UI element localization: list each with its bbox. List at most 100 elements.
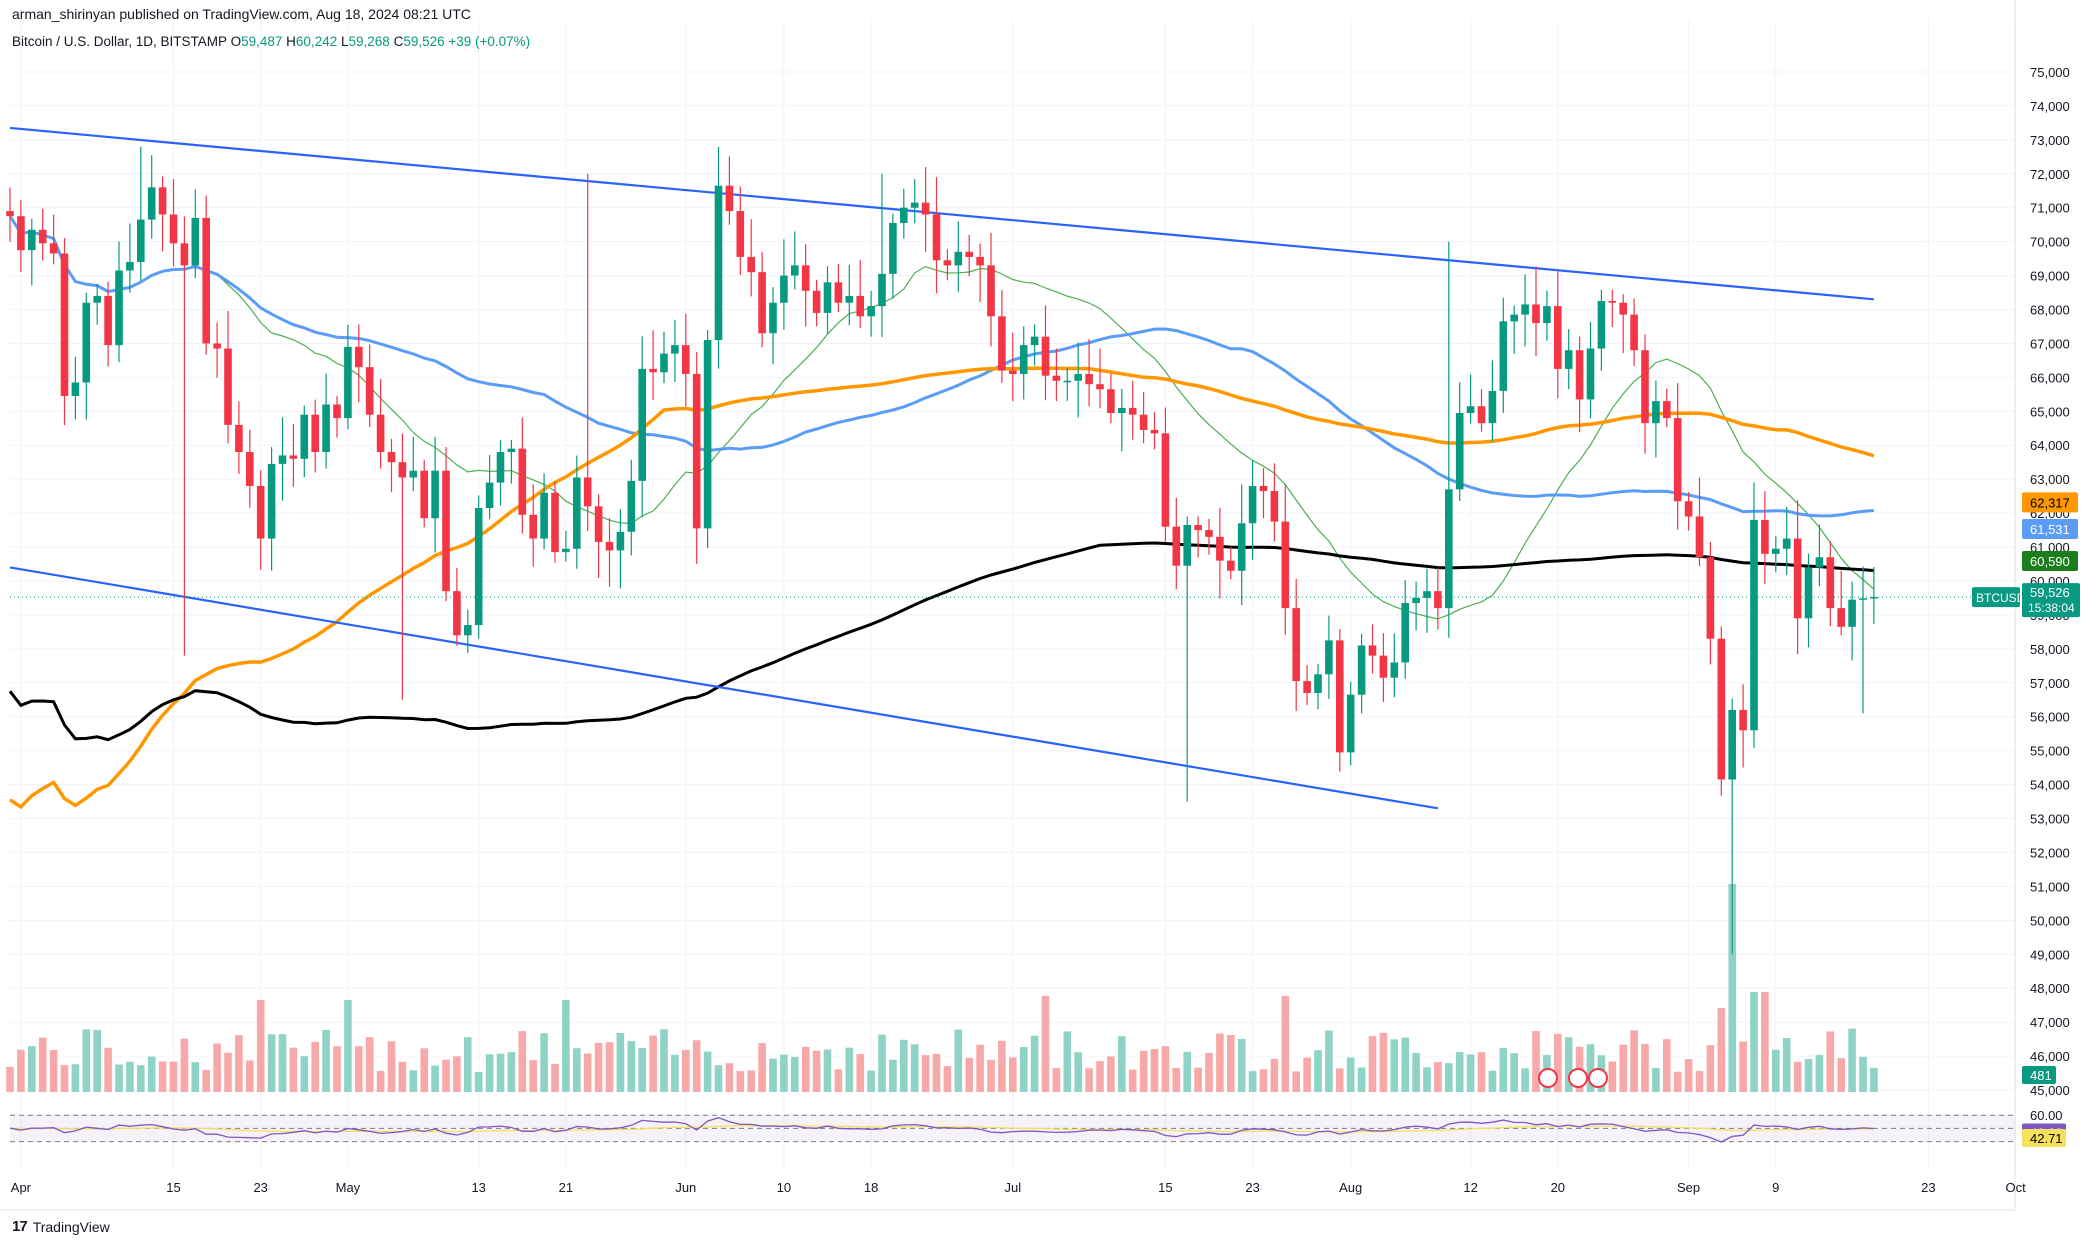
candle-body (1728, 709, 1736, 780)
candle-body (464, 625, 472, 636)
volume-bar (1673, 1071, 1682, 1092)
volume-bar (507, 1052, 516, 1092)
event-icons[interactable] (1538, 1068, 1608, 1088)
descending-channel[interactable] (9, 126, 2015, 810)
candle-body (943, 260, 952, 266)
candle-body (1325, 640, 1333, 675)
x-tick-label: Sep (1677, 1180, 1700, 1195)
moving-averages (8, 215, 1875, 810)
candle-body (409, 470, 418, 478)
volume-bar (649, 1035, 657, 1092)
candle-body (93, 295, 101, 303)
candle-body (1641, 350, 1649, 424)
volume-bar (834, 1069, 843, 1092)
volume-bar (38, 1037, 47, 1092)
legend-close-label: C (393, 34, 404, 49)
x-tick-label: 13 (471, 1180, 485, 1195)
candle-body (344, 346, 352, 419)
volume-bar (60, 1065, 69, 1092)
volume-bar (1586, 1044, 1595, 1092)
x-tick-label: May (336, 1180, 361, 1195)
ma50-price-tag-bg (2022, 519, 2078, 540)
volume-bar (420, 1048, 428, 1092)
volume-bar (1717, 1008, 1726, 1092)
candle-body (594, 506, 603, 542)
candle-body (1772, 548, 1780, 554)
volume-bar (1357, 1067, 1366, 1092)
y-tick-label: 47,000 (2030, 1015, 2070, 1030)
ma-fast-line (9, 215, 1875, 620)
volume-bar (747, 1070, 755, 1092)
ma50-price-tag: 61,531 (2030, 522, 2070, 537)
volume-bar (1128, 1069, 1137, 1092)
candle-body (1684, 501, 1693, 517)
candle-body (976, 256, 984, 266)
volume-bar (671, 1054, 679, 1092)
candle-body (867, 306, 875, 317)
lightning-icon[interactable] (1538, 1068, 1558, 1088)
volume-bar (442, 1059, 450, 1092)
rsi-ma-tag-bg (2022, 1129, 2066, 1148)
candle-body (38, 229, 47, 244)
candle-body (703, 340, 712, 529)
volume-bar (583, 1053, 592, 1092)
volume-bar (703, 1051, 712, 1092)
candle-body (1848, 599, 1856, 627)
candle-body (1804, 567, 1813, 619)
legend-change: +39 (+0.07%) (448, 34, 531, 49)
candle-body (485, 482, 494, 509)
candle-body (60, 253, 69, 397)
candle-body (1085, 373, 1093, 385)
candle-body (1041, 336, 1050, 376)
volume-bar (158, 1061, 167, 1092)
candle-body (900, 207, 908, 223)
candle-body (17, 216, 25, 251)
candle-body (1270, 491, 1279, 522)
x-tick-label: 10 (777, 1180, 791, 1195)
candle-body (1826, 557, 1835, 609)
ma100-price-tag-bg (2022, 492, 2078, 513)
candle-body (1434, 591, 1442, 609)
volume-bar (1663, 1039, 1671, 1092)
candle-body (987, 265, 995, 317)
y-tick-label: 73,000 (2030, 133, 2070, 148)
volume-bar (540, 1033, 548, 1092)
symbol-legend: Bitcoin / U.S. Dollar, 1D, BITSTAMP O59,… (12, 34, 530, 49)
candle-body (856, 295, 864, 317)
volume-bar (725, 1063, 734, 1092)
candle-body (1488, 390, 1497, 424)
volume-bar (278, 1034, 287, 1092)
candle-body (311, 414, 319, 453)
volume-bar (921, 1055, 930, 1092)
volume-bar (431, 1065, 439, 1092)
tradingview-brand[interactable]: 17 TradingView (12, 1218, 110, 1235)
candle-body (529, 514, 537, 539)
volume-bar (1107, 1056, 1115, 1092)
candle-body (1652, 401, 1660, 424)
us-flag-icon[interactable] (1568, 1068, 1588, 1088)
volume-bar (1150, 1049, 1159, 1092)
us-flag-icon[interactable] (1588, 1068, 1608, 1088)
volume-bar (169, 1061, 178, 1092)
channel-upper-line (9, 126, 1875, 301)
y-tick-label: 45,000 (2030, 1083, 2070, 1098)
y-tick-label: 69,000 (2030, 269, 2070, 284)
candle-body (71, 382, 80, 397)
volume-bar (1804, 1058, 1813, 1092)
candle-body (1172, 526, 1181, 566)
x-tick-label: 12 (1463, 1180, 1477, 1195)
x-tick-label: Aug (1339, 1180, 1362, 1195)
volume-bar (1139, 1050, 1148, 1092)
volume-bar (1368, 1036, 1377, 1092)
candle-body (365, 367, 374, 415)
candle-body (1870, 597, 1878, 599)
channel-lower-line (9, 566, 1439, 810)
candle-body (573, 477, 581, 549)
brand-name: TradingView (32, 1218, 110, 1235)
candle-body (376, 414, 385, 453)
volume-bar (1205, 1052, 1213, 1092)
volume-bar (1608, 1061, 1617, 1092)
volume-bar (1706, 1045, 1715, 1092)
candle-body (1630, 314, 1638, 351)
